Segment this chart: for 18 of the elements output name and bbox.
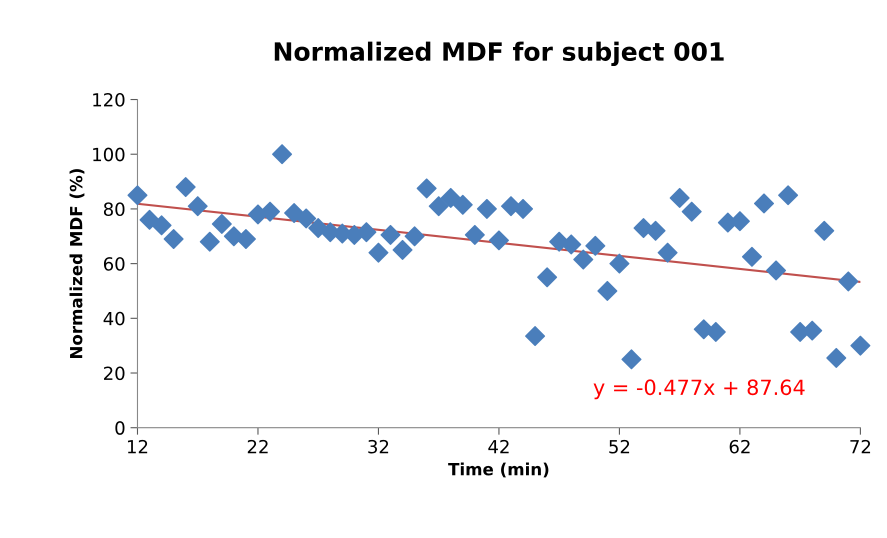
y-axis-title: Normalized MDF (%) bbox=[70, 169, 84, 358]
y-tick-label: 80 bbox=[104, 202, 124, 216]
x-tick-label: 52 bbox=[609, 440, 630, 454]
annotation: y = -0.477x + 87.64 bbox=[594, 379, 805, 400]
y-tick-label: 20 bbox=[104, 366, 124, 380]
x-tick-label: 62 bbox=[730, 440, 750, 454]
x-tick-label: 72 bbox=[850, 440, 870, 454]
x-axis-title: Time (min) bbox=[448, 462, 548, 478]
y-tick-label: 100 bbox=[93, 148, 124, 162]
y-tick-label: 0 bbox=[115, 421, 124, 435]
x-tick-label: 22 bbox=[248, 440, 268, 454]
x-tick-label: 32 bbox=[368, 440, 388, 454]
x-tick-label: 42 bbox=[488, 440, 509, 454]
chart-title: Normalized MDF for subject 001 bbox=[274, 42, 724, 66]
y-tick-label: 60 bbox=[104, 257, 124, 271]
y-tick-label: 40 bbox=[104, 312, 124, 326]
x-tick-label: 12 bbox=[128, 440, 148, 454]
y-tick-label: 120 bbox=[93, 92, 124, 107]
